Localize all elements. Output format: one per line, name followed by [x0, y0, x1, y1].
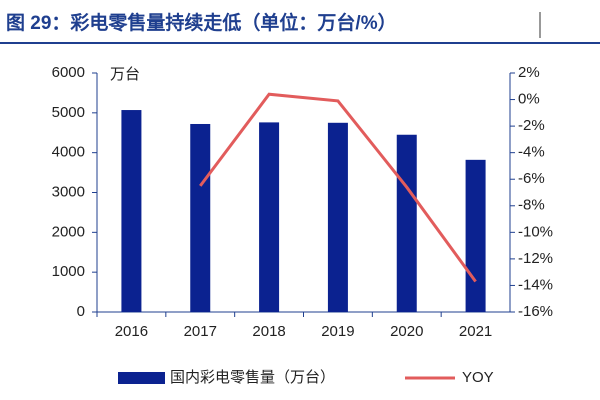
bar	[190, 123, 211, 312]
bar	[465, 159, 486, 312]
y-tick-label: 6000	[52, 64, 85, 81]
y-tick-label: 3000	[52, 183, 85, 200]
bar	[121, 110, 142, 312]
y2-tick-label: -2%	[518, 117, 545, 134]
x-tick-label: 2016	[115, 323, 148, 340]
y2-tick-label: -4%	[518, 144, 545, 161]
x-tick-label: 2019	[321, 323, 354, 340]
legend-label: 国内彩电零售量（万台）	[170, 369, 335, 386]
y-tick-label: 1000	[52, 263, 85, 280]
y2-tick-label: -6%	[518, 170, 545, 187]
y2-tick-label: -10%	[518, 223, 553, 240]
x-tick-label: 2017	[184, 323, 217, 340]
y-tick-label: 4000	[52, 144, 85, 161]
legend-swatch	[118, 372, 165, 384]
y2-tick-label: -16%	[518, 303, 553, 320]
x-tick-label: 2020	[390, 323, 423, 340]
y2-tick-label: 2%	[518, 64, 540, 81]
y-tick-label: 5000	[52, 104, 85, 121]
bar	[259, 122, 280, 312]
y-axis-unit: 万台	[110, 66, 140, 83]
x-tick-label: 2018	[252, 323, 285, 340]
x-tick-label: 2021	[459, 323, 492, 340]
line	[199, 92, 477, 283]
y-tick-label: 2000	[52, 223, 85, 240]
legend-label: YOY	[462, 369, 494, 386]
y2-tick-label: -12%	[518, 250, 553, 267]
bar	[396, 134, 417, 312]
chart-title: 图 29：彩电零售量持续走低（单位：万台/%）	[6, 11, 397, 34]
y-tick-label: 0	[77, 303, 85, 320]
y2-tick-label: -8%	[518, 197, 545, 214]
y2-tick-label: -14%	[518, 276, 553, 293]
bar	[327, 122, 348, 313]
y2-tick-label: 0%	[518, 91, 540, 108]
